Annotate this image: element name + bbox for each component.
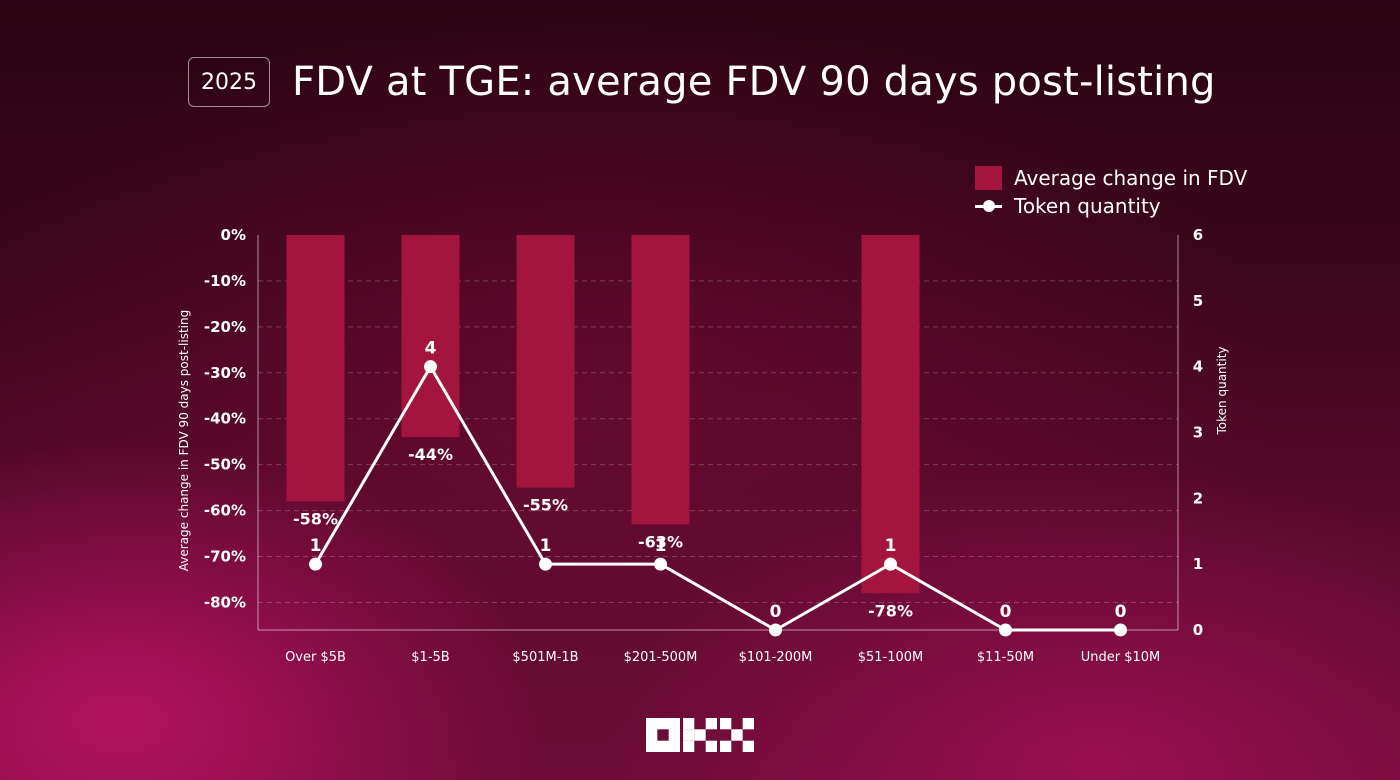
bar [516, 235, 575, 488]
y-tick-label: -40% [204, 410, 246, 428]
x-tick-label: $51-100M [858, 650, 924, 665]
line-point [424, 360, 437, 374]
line-point [539, 557, 552, 571]
x-tick-label: $11-50M [977, 650, 1034, 665]
okx-logo-icon [646, 718, 754, 752]
x-tick-label: $1-5B [411, 650, 449, 665]
line-point [999, 623, 1012, 637]
chart-title: FDV at TGE: average FDV 90 days post-lis… [292, 59, 1216, 105]
line-value-label: 0 [1000, 602, 1012, 622]
x-tick-label: $201-500M [624, 650, 698, 665]
legend-label-bars: Average change in FDV [1014, 166, 1248, 190]
line-value-label: 0 [1115, 602, 1127, 622]
x-tick-label: $501M-1B [512, 650, 578, 665]
line-value-label: 0 [770, 602, 782, 622]
y-tick-label: -60% [204, 502, 246, 520]
bar [401, 235, 460, 438]
y-right-tick-label: 0 [1193, 621, 1203, 639]
y-tick-label: -30% [204, 364, 246, 382]
line-point [309, 557, 322, 571]
line-point [769, 623, 782, 637]
y-tick-label: -20% [204, 318, 246, 336]
legend-item-line: Token quantity [975, 192, 1247, 220]
y-right-axis-title: Token quantity [1215, 347, 1229, 436]
line-marker-icon [975, 194, 1002, 218]
line-point [654, 557, 667, 571]
line-point [1114, 623, 1127, 637]
line-value-label: 1 [655, 536, 667, 556]
bar-swatch-icon [975, 166, 1002, 190]
x-tick-label: $101-200M [739, 650, 813, 665]
bar-value-label: -44% [408, 445, 453, 464]
bar-value-label: -58% [293, 509, 338, 528]
y-axis-title: Average change in FDV 90 days post-listi… [177, 310, 191, 571]
chart-legend: Average change in FDV Token quantity [975, 164, 1247, 220]
line-value-label: 1 [885, 536, 897, 556]
legend-item-bars: Average change in FDV [975, 164, 1247, 192]
x-tick-label: Under $10M [1081, 650, 1161, 665]
line-value-label: 1 [310, 536, 322, 556]
y-right-tick-label: 2 [1193, 489, 1203, 507]
line-point [884, 557, 897, 571]
legend-label-line: Token quantity [1014, 194, 1161, 218]
chart-header: 2025 FDV at TGE: average FDV 90 days pos… [188, 57, 1216, 107]
bar [631, 235, 690, 525]
y-right-tick-label: 6 [1193, 226, 1203, 244]
bar-value-label: -55% [523, 496, 568, 515]
y-tick-label: -80% [204, 593, 246, 611]
line-value-label: 1 [540, 536, 552, 556]
bar [861, 235, 920, 594]
bar-value-label: -63% [638, 532, 683, 551]
y-right-tick-label: 1 [1193, 555, 1203, 573]
token-quantity-line [314, 365, 1121, 632]
line-value-label: 4 [425, 339, 437, 359]
y-right-tick-label: 5 [1193, 292, 1203, 310]
x-tick-label: Over $5B [285, 650, 346, 665]
bar-value-label: -78% [868, 601, 913, 620]
year-badge: 2025 [188, 57, 270, 107]
y-right-tick-label: 4 [1193, 358, 1203, 376]
bar [286, 235, 345, 502]
y-tick-label: 0% [221, 226, 246, 244]
y-tick-label: -10% [204, 272, 246, 290]
y-tick-label: -50% [204, 456, 246, 474]
y-right-tick-label: 3 [1193, 424, 1203, 442]
y-tick-label: -70% [204, 548, 246, 566]
